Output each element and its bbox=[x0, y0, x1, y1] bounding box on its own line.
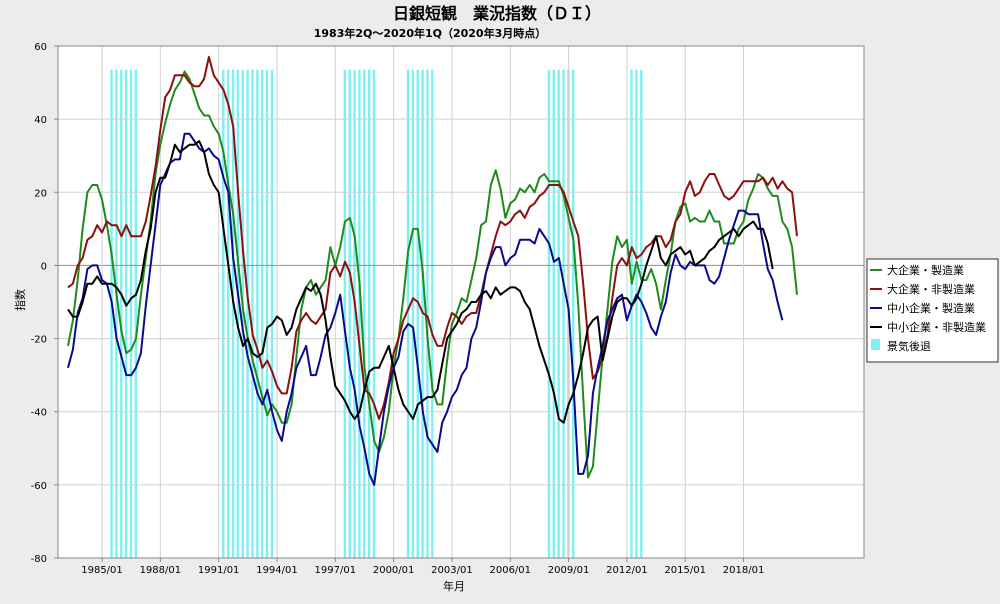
x-tick-label: 1985/01 bbox=[81, 565, 123, 576]
recession-stripe bbox=[261, 69, 264, 559]
plot-border bbox=[57, 45, 865, 559]
recession-stripe bbox=[557, 69, 560, 559]
recession-stripe bbox=[256, 69, 259, 559]
recession-stripe bbox=[416, 69, 419, 559]
legend-label: 中小企業・製造業 bbox=[887, 301, 975, 315]
legend-label: 大企業・非製造業 bbox=[887, 282, 975, 296]
recession-stripe bbox=[406, 69, 410, 559]
recession-stripe bbox=[552, 69, 555, 559]
y-axis: -80 -60 -40 -20 0 20 40 60 bbox=[31, 42, 58, 565]
y-axis-label: 指数 bbox=[13, 289, 27, 311]
recession-stripe bbox=[640, 69, 643, 559]
x-tick-label: 2009/01 bbox=[548, 565, 590, 576]
x-tick-label: 2003/01 bbox=[431, 565, 473, 576]
recession-stripe bbox=[431, 69, 434, 559]
y-tick-label: -20 bbox=[31, 335, 47, 346]
y-tick-label: -60 bbox=[31, 481, 47, 492]
x-axis: 1985/01 1988/01 1991/01 1994/01 1997/01 2000/… bbox=[81, 558, 764, 576]
recession-stripe bbox=[115, 69, 118, 559]
recession-stripe bbox=[129, 69, 133, 559]
y-tick-label: 60 bbox=[34, 42, 47, 53]
recession-stripe bbox=[222, 69, 225, 559]
recession-stripe bbox=[635, 69, 638, 559]
recession-stripe bbox=[572, 69, 575, 559]
y-tick-label: 20 bbox=[34, 188, 47, 199]
x-tick-label: 2018/01 bbox=[723, 565, 765, 576]
legend-box bbox=[866, 258, 999, 363]
recession-stripe bbox=[251, 69, 254, 559]
recession-stripe bbox=[358, 69, 361, 559]
y-tick-label: 0 bbox=[41, 261, 47, 272]
y-tick-label: -80 bbox=[31, 554, 47, 565]
chart-title: 日銀短観 業況指数（ＤＩ） bbox=[393, 4, 601, 23]
x-tick-label: 1997/01 bbox=[315, 565, 357, 576]
recession-stripe bbox=[246, 69, 249, 559]
recession-stripe bbox=[562, 69, 565, 559]
legend-label: 大企業・製造業 bbox=[887, 263, 964, 277]
x-tick-label: 2006/01 bbox=[489, 565, 531, 576]
x-tick-label: 1988/01 bbox=[140, 565, 182, 576]
series-line bbox=[67, 56, 798, 420]
recession-stripe bbox=[363, 69, 366, 559]
recession-stripe bbox=[265, 69, 269, 559]
recession-stripe bbox=[411, 69, 415, 559]
recession-stripe bbox=[372, 69, 376, 559]
x-tick-label: 1991/01 bbox=[198, 565, 240, 576]
legend-label-recession: 景気後退 bbox=[887, 339, 931, 353]
recession-stripe bbox=[134, 69, 138, 559]
recession-stripe bbox=[353, 69, 356, 559]
x-tick-label: 2012/01 bbox=[606, 565, 648, 576]
recession-stripe bbox=[270, 69, 274, 559]
recession-stripe bbox=[343, 69, 347, 559]
recession-stripe bbox=[120, 69, 123, 559]
recession-stripe bbox=[367, 69, 371, 559]
chart-subtitle: 1983年2Q～2020年1Q（2020年3月時点） bbox=[314, 26, 547, 40]
recession-stripe bbox=[426, 69, 429, 559]
recession-stripe bbox=[124, 69, 128, 559]
series-line bbox=[67, 132, 784, 486]
x-tick-label: 1994/01 bbox=[256, 565, 298, 576]
recession-stripe bbox=[226, 69, 230, 559]
recession-stripe bbox=[348, 69, 351, 559]
y-tick-label: 40 bbox=[34, 115, 47, 126]
recession-stripe bbox=[236, 69, 240, 559]
grid bbox=[58, 46, 864, 558]
recession-stripe bbox=[110, 69, 113, 559]
x-tick-label: 2015/01 bbox=[664, 565, 706, 576]
recession-stripe bbox=[231, 69, 235, 559]
recession-stripe bbox=[630, 69, 633, 559]
recession-bands bbox=[110, 69, 643, 559]
y-tick-label: -40 bbox=[31, 408, 47, 419]
x-axis-label: 年月 bbox=[443, 579, 465, 593]
series-line bbox=[67, 140, 774, 424]
legend-swatch-recession bbox=[871, 339, 880, 350]
legend-label: 中小企業・非製造業 bbox=[887, 320, 986, 334]
x-tick-label: 2000/01 bbox=[373, 565, 415, 576]
recession-stripe bbox=[547, 69, 551, 559]
series-lines bbox=[67, 56, 798, 486]
